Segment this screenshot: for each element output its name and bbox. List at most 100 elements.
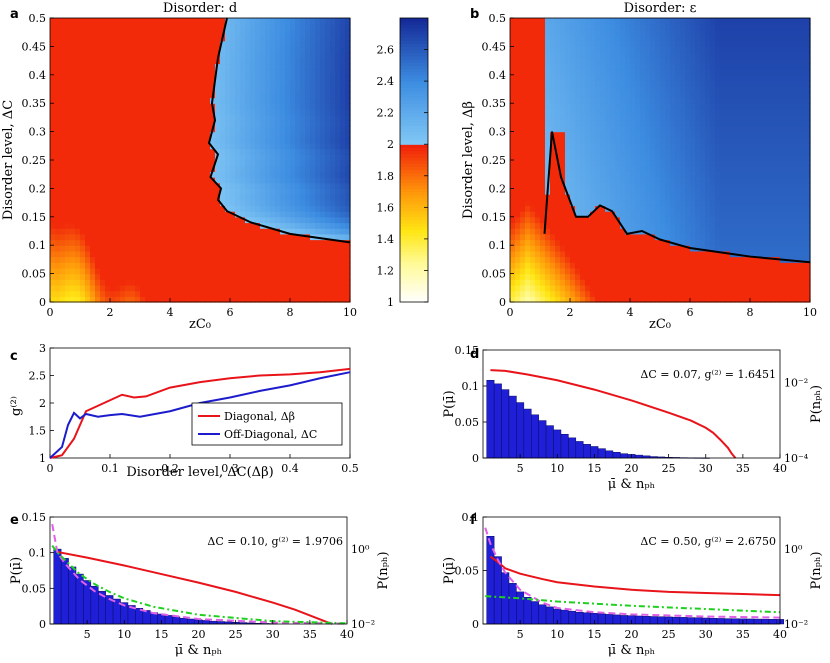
heat-cell: [195, 18, 201, 25]
heat-cell: [210, 284, 216, 292]
heat-cell: [135, 63, 141, 70]
heat-cell: [540, 177, 546, 184]
heat-cell: [645, 18, 651, 25]
heat-cell: [160, 199, 166, 207]
heat-cell: [270, 63, 276, 70]
heat-cell: [190, 250, 196, 258]
heat-cell: [600, 86, 606, 93]
heat-cell: [165, 250, 171, 258]
heat-cell: [300, 46, 306, 53]
heat-cell: [245, 108, 251, 116]
heat-cell: [565, 131, 571, 138]
heat-cell: [600, 114, 606, 121]
heat-cell: [340, 250, 346, 258]
heat-cell: [265, 108, 271, 116]
heat-cell: [565, 211, 571, 218]
heat-cell: [175, 103, 181, 110]
heat-cell: [565, 290, 571, 297]
heat-cell: [55, 239, 61, 246]
heat-cell: [120, 69, 126, 76]
heat-cell: [200, 86, 206, 93]
heat-cell: [120, 228, 126, 235]
heat-cell: [700, 131, 706, 138]
heat-cell: [275, 23, 281, 30]
heat-cell: [530, 256, 536, 263]
heat-cell: [645, 262, 651, 269]
heat-cell: [90, 63, 96, 70]
heat-cell: [250, 273, 256, 280]
heat-cell: [115, 80, 121, 87]
heat-cell: [285, 52, 291, 59]
heat-cell: [170, 290, 176, 297]
heat-cell: [695, 74, 701, 82]
heat-cell: [185, 267, 191, 275]
heat-cell: [655, 91, 661, 99]
heat-cell: [605, 18, 611, 25]
heat-cell: [325, 273, 331, 280]
heat-cell: [515, 35, 521, 42]
heat-cell: [105, 18, 111, 25]
heat-cell: [245, 239, 251, 246]
heat-cell: [675, 290, 681, 297]
heat-cell: [165, 160, 171, 167]
heat-cell: [140, 177, 146, 184]
heat-cell: [125, 250, 131, 258]
heat-cell: [130, 18, 136, 25]
heat-cell: [100, 103, 106, 110]
heat-cell: [70, 29, 76, 36]
heat-cell: [165, 233, 171, 241]
heat-cell: [675, 86, 681, 93]
heat-cell: [535, 86, 541, 93]
heat-cell: [190, 108, 196, 116]
heat-cell: [220, 80, 226, 87]
heat-cell: [170, 199, 176, 207]
heat-cell: [300, 29, 306, 36]
heat-cell: [215, 97, 221, 104]
heat-cell: [300, 250, 306, 258]
heat-cell: [615, 188, 621, 195]
heat-cell: [145, 245, 151, 252]
heat-cell: [95, 91, 101, 99]
heat-cell: [185, 137, 191, 144]
heat-cell: [315, 57, 321, 65]
heat-cell: [325, 256, 331, 263]
heat-cell: [60, 290, 66, 297]
heat-cell: [75, 233, 81, 241]
heat-cell: [320, 46, 326, 53]
heat-cell: [660, 91, 666, 99]
heat-cell: [620, 262, 626, 269]
heat-cell: [230, 137, 236, 144]
heat-cell: [335, 194, 341, 201]
heat-cell: [90, 35, 96, 42]
heat-cell: [525, 182, 531, 189]
heat-cell: [175, 250, 181, 258]
heat-cell: [245, 23, 251, 30]
heat-cell: [115, 63, 121, 70]
heat-cell: [335, 262, 341, 269]
heat-cell: [655, 114, 661, 121]
heat-cell: [680, 46, 686, 53]
heat-cell: [645, 108, 651, 116]
heat-cell: [600, 205, 606, 212]
heat-cell: [130, 35, 136, 42]
heat-cell: [600, 120, 606, 127]
heat-cell: [80, 18, 86, 25]
heat-cell: [295, 46, 301, 53]
heat-cell: [195, 125, 201, 133]
heat-cell: [70, 131, 76, 138]
heat-cell: [625, 273, 631, 280]
heat-cell: [640, 245, 646, 252]
heat-cell: [190, 216, 196, 224]
heat-cell: [95, 262, 101, 269]
heat-cell: [75, 262, 81, 269]
heat-cell: [330, 80, 336, 87]
heat-cell: [620, 256, 626, 263]
heat-cell: [310, 279, 316, 286]
heat-cell: [190, 63, 196, 70]
heat-cell: [675, 250, 681, 258]
heat-cell: [210, 222, 216, 229]
heat-cell: [195, 262, 201, 269]
heat-cell: [260, 69, 266, 76]
heat-cell: [595, 120, 601, 127]
heat-cell: [80, 262, 86, 269]
